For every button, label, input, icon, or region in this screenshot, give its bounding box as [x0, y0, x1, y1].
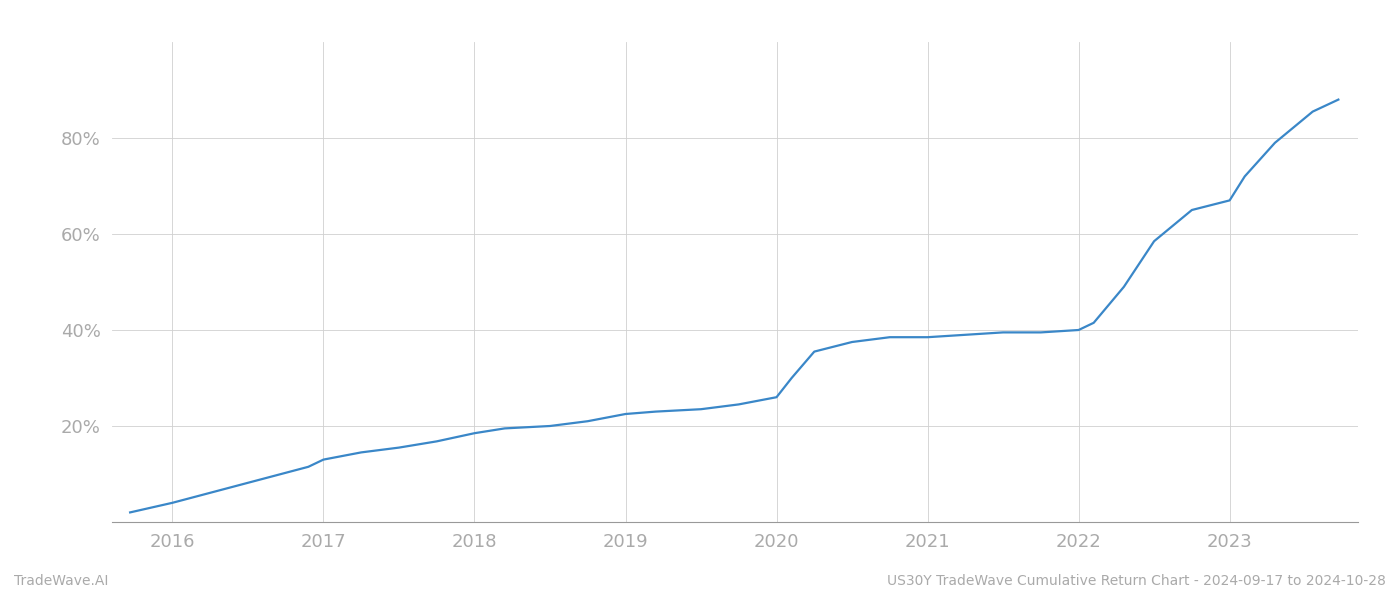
- Text: TradeWave.AI: TradeWave.AI: [14, 574, 108, 588]
- Text: US30Y TradeWave Cumulative Return Chart - 2024-09-17 to 2024-10-28: US30Y TradeWave Cumulative Return Chart …: [888, 574, 1386, 588]
